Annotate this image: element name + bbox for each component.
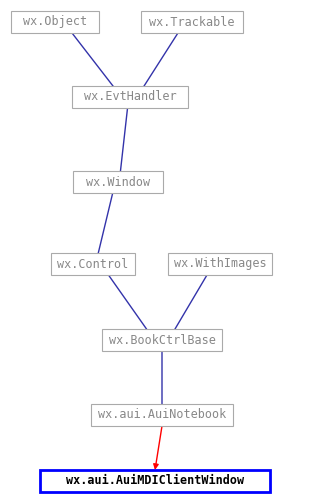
FancyBboxPatch shape bbox=[168, 253, 272, 275]
FancyBboxPatch shape bbox=[72, 86, 188, 108]
Text: wx.EvtHandler: wx.EvtHandler bbox=[84, 91, 176, 103]
FancyBboxPatch shape bbox=[141, 11, 243, 33]
Text: wx.BookCtrlBase: wx.BookCtrlBase bbox=[109, 334, 216, 347]
Text: wx.WithImages: wx.WithImages bbox=[174, 258, 266, 271]
FancyBboxPatch shape bbox=[40, 470, 270, 492]
FancyBboxPatch shape bbox=[51, 253, 135, 275]
FancyBboxPatch shape bbox=[102, 329, 222, 351]
FancyBboxPatch shape bbox=[11, 11, 99, 33]
Text: wx.aui.AuiNotebook: wx.aui.AuiNotebook bbox=[98, 409, 226, 421]
Text: wx.Trackable: wx.Trackable bbox=[149, 16, 235, 29]
FancyBboxPatch shape bbox=[91, 404, 233, 426]
Text: wx.aui.AuiMDIClientWindow: wx.aui.AuiMDIClientWindow bbox=[66, 474, 244, 487]
Text: wx.Object: wx.Object bbox=[23, 16, 87, 29]
Text: wx.Control: wx.Control bbox=[57, 258, 129, 271]
FancyBboxPatch shape bbox=[73, 171, 163, 193]
Text: wx.Window: wx.Window bbox=[86, 175, 150, 188]
